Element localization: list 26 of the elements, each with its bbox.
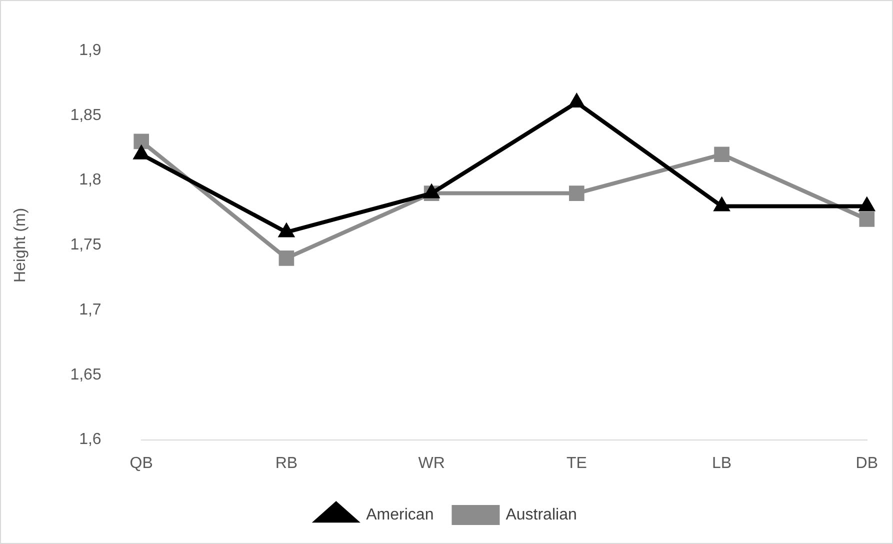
y-axis-title: Height (m) [12,208,30,283]
point [279,224,294,238]
y-tick-label: 1,9 [79,42,102,60]
x-tick-label: QB [130,454,153,472]
point [860,198,874,212]
point [859,212,875,227]
point [569,94,584,108]
y-tick-label: 1,75 [70,236,102,254]
point [569,186,584,201]
x-tick-label: LB [712,454,732,472]
legend-label: Australian [506,506,577,524]
y-tick-label: 1,6 [79,431,102,448]
x-tick-label: WR [418,454,445,472]
point [714,198,729,212]
y-tick-label: 1,85 [70,106,102,124]
legend-label: American [366,506,434,524]
point [134,134,149,150]
x-tick-label: RB [275,454,298,472]
point [714,146,730,162]
point [134,146,149,160]
x-tick-label: TE [566,454,587,472]
x-tick-label: DB [856,454,878,472]
y-tick-label: 1,8 [79,172,102,189]
y-tick-label: 1,65 [70,366,102,384]
y-tick-label: 1,7 [79,301,102,318]
point [278,250,294,266]
